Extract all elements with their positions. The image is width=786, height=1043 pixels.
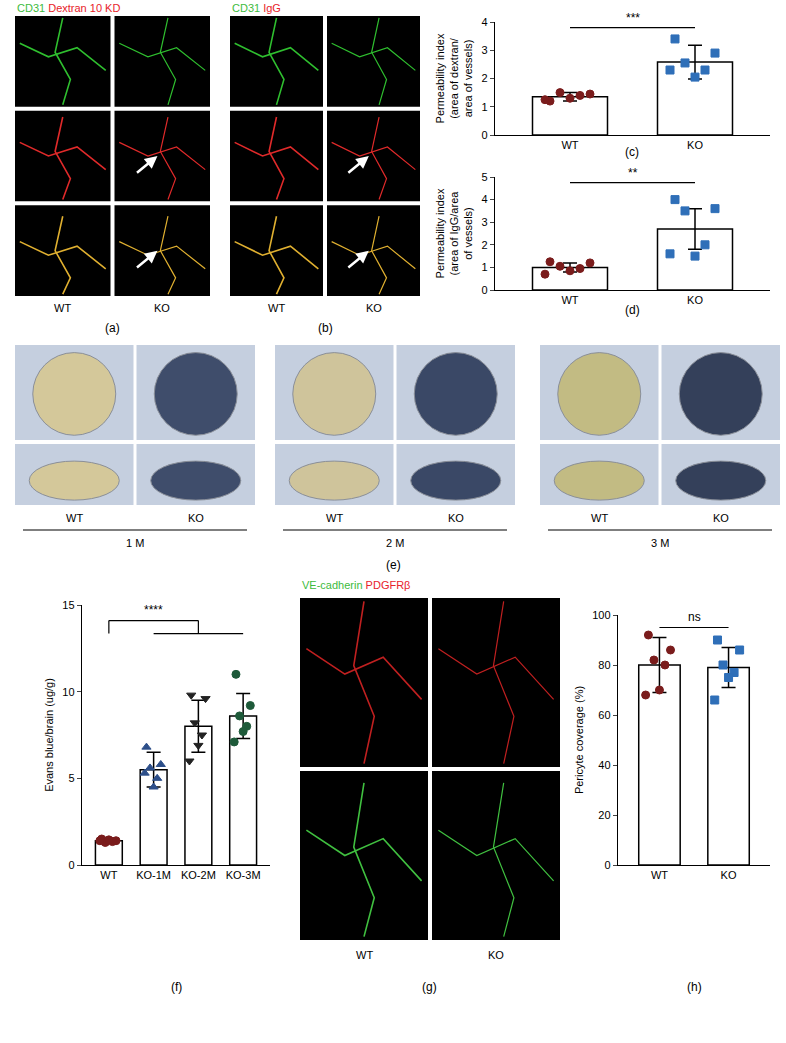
svg-text:(f): (f) (171, 980, 182, 994)
svg-text:(a): (a) (105, 321, 120, 335)
svg-text:KO: KO (488, 949, 504, 961)
svg-text:WT: WT (356, 949, 373, 961)
svg-text:KO: KO (154, 302, 170, 314)
svg-text:5: 5 (68, 772, 74, 784)
svg-text:(g): (g) (422, 980, 437, 994)
svg-text:(d): (d) (625, 303, 640, 317)
svg-text:(c): (c) (625, 145, 639, 159)
svg-text:KO: KO (188, 512, 204, 524)
svg-text:KO: KO (713, 512, 729, 524)
svg-text:0: 0 (481, 129, 487, 141)
svg-text:80: 80 (598, 659, 610, 671)
svg-text:60: 60 (598, 709, 610, 721)
svg-text:WT: WT (561, 294, 578, 306)
svg-text:4: 4 (481, 193, 487, 205)
svg-text:15: 15 (62, 599, 74, 611)
svg-text:CD31 Dextran 10 KD: CD31 Dextran 10 KD (17, 2, 120, 14)
svg-text:KO: KO (448, 512, 464, 524)
svg-text:***: *** (626, 11, 640, 25)
svg-text:WT: WT (591, 512, 608, 524)
svg-text:KO-3M: KO-3M (226, 869, 261, 881)
svg-text:**: ** (628, 166, 638, 180)
svg-text:Pericyte coverage (%): Pericyte coverage (%) (573, 686, 585, 794)
svg-text:40: 40 (598, 759, 610, 771)
svg-text:1: 1 (481, 101, 487, 113)
svg-text:100: 100 (592, 609, 610, 621)
svg-text:WT: WT (66, 512, 83, 524)
svg-text:0: 0 (604, 859, 610, 871)
svg-text:2 M: 2 M (386, 537, 404, 549)
svg-text:ns: ns (688, 610, 701, 624)
svg-text:1: 1 (481, 261, 487, 273)
svg-text:KO-1M: KO-1M (136, 869, 171, 881)
svg-text:WT: WT (651, 869, 668, 881)
svg-text:2: 2 (481, 72, 487, 84)
svg-text:WT: WT (100, 869, 117, 881)
svg-text:4: 4 (481, 16, 487, 28)
svg-text:3 M: 3 M (651, 537, 669, 549)
svg-text:WT: WT (561, 139, 578, 151)
svg-text:WT: WT (326, 512, 343, 524)
svg-text:(h): (h) (687, 980, 702, 994)
svg-text:KO: KO (721, 869, 737, 881)
svg-text:WT: WT (54, 302, 71, 314)
svg-text:KO: KO (687, 294, 703, 306)
svg-text:20: 20 (598, 809, 610, 821)
svg-text:5: 5 (481, 171, 487, 183)
svg-text:****: **** (144, 603, 163, 617)
svg-text:Permeability index(area of IgG: Permeability index(area of IgG/areaof ve… (434, 188, 475, 278)
svg-text:0: 0 (481, 284, 487, 296)
svg-text:KO-2M: KO-2M (181, 869, 216, 881)
svg-text:0: 0 (68, 859, 74, 871)
svg-text:10: 10 (62, 686, 74, 698)
svg-text:KO: KO (366, 302, 382, 314)
svg-text:3: 3 (481, 216, 487, 228)
svg-text:(e): (e) (386, 558, 401, 572)
svg-text:(b): (b) (318, 321, 333, 335)
svg-text:WT: WT (268, 302, 285, 314)
svg-text:Evans blue/brain (ug/g): Evans blue/brain (ug/g) (43, 678, 55, 792)
svg-text:CD31 IgG: CD31 IgG (232, 2, 281, 14)
svg-text:3: 3 (481, 44, 487, 56)
svg-text:1 M: 1 M (126, 537, 144, 549)
svg-text:VE-cadherin PDGFRβ: VE-cadherin PDGFRβ (302, 579, 410, 591)
svg-text:Permeability index(area of dex: Permeability index(area of dextran/area … (434, 33, 475, 123)
svg-text:2: 2 (481, 239, 487, 251)
svg-text:KO: KO (687, 139, 703, 151)
